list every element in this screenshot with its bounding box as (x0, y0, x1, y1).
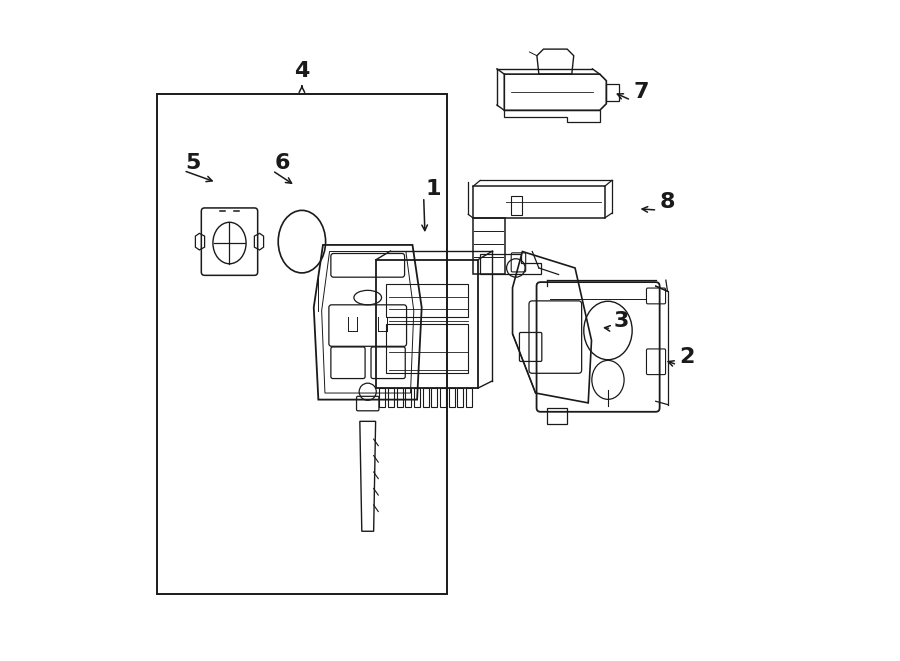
Bar (423, 388, 428, 407)
Bar (414, 388, 420, 407)
Bar (386, 324, 468, 373)
Text: 5: 5 (185, 153, 201, 173)
Text: 8: 8 (660, 192, 675, 212)
Text: 4: 4 (294, 61, 310, 81)
Bar (440, 388, 446, 407)
Bar (511, 196, 522, 215)
Text: 2: 2 (680, 347, 695, 367)
Bar (386, 284, 468, 317)
Bar (473, 186, 605, 218)
Bar (466, 388, 472, 407)
Text: 1: 1 (426, 179, 441, 199)
Text: 7: 7 (633, 82, 649, 102)
Bar (158, 94, 446, 594)
Bar (379, 388, 385, 407)
Text: 6: 6 (274, 153, 290, 173)
Bar (397, 388, 402, 407)
Bar (405, 388, 411, 407)
Text: 3: 3 (614, 311, 629, 330)
Bar (457, 388, 464, 407)
Bar (388, 388, 394, 407)
Bar (431, 388, 437, 407)
Bar (607, 84, 619, 100)
Bar (449, 388, 454, 407)
Bar (473, 218, 505, 274)
